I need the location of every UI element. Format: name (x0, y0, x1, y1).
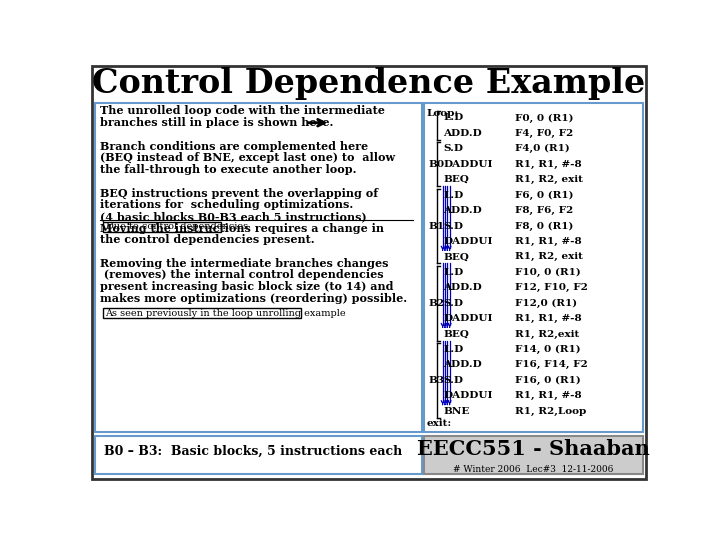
Bar (96, 436, 422, 475)
Text: ADD.D: ADD.D (444, 206, 482, 215)
Text: R1, R2, exit: R1, R2, exit (515, 252, 582, 261)
Text: Branch conditions are complemented here: Branch conditions are complemented here (100, 140, 368, 152)
Bar (103, 222, 221, 232)
Text: F16, F14, F2: F16, F14, F2 (515, 360, 588, 369)
Text: F4, F0, F2: F4, F0, F2 (515, 129, 573, 138)
Text: BNE: BNE (444, 407, 469, 416)
Text: ADD.D: ADD.D (444, 284, 482, 292)
Text: R1, R1, #-8: R1, R1, #-8 (515, 237, 581, 246)
Text: F14, 0 (R1): F14, 0 (R1) (515, 345, 580, 354)
Text: BEQ: BEQ (444, 329, 469, 339)
Text: branches still in place is shown here.: branches still in place is shown here. (100, 117, 333, 128)
Text: ADD.D: ADD.D (444, 360, 482, 369)
Text: B2: B2 (428, 299, 445, 308)
Text: Loop:: Loop: (426, 109, 459, 118)
Text: Moving the instructions requires a change in: Moving the instructions requires a chang… (100, 222, 384, 233)
Text: BEQ instructions prevent the overlapping of: BEQ instructions prevent the overlapping… (100, 187, 378, 199)
Text: F4,0 (R1): F4,0 (R1) (515, 144, 570, 153)
Text: exit:: exit: (426, 419, 451, 428)
Text: S.D: S.D (444, 376, 464, 385)
Bar (103, 308, 301, 319)
Text: B3: B3 (428, 376, 445, 385)
Text: F8, F6, F2: F8, F6, F2 (515, 206, 573, 215)
Text: As seen previously in the loop unrolling example: As seen previously in the loop unrolling… (106, 309, 346, 318)
Text: F8, 0 (R1): F8, 0 (R1) (515, 221, 573, 231)
Text: R1, R1, #-8: R1, R1, #-8 (515, 392, 581, 400)
Text: Control Dependence Example: Control Dependence Example (92, 67, 646, 100)
Bar (424, 436, 642, 475)
Text: the control dependencies present.: the control dependencies present. (100, 234, 315, 245)
Text: B1: B1 (428, 221, 445, 231)
Text: Removing the intermediate branches changes: Removing the intermediate branches chang… (100, 258, 389, 269)
Text: (removes) the internal control dependencies: (removes) the internal control dependenc… (100, 269, 384, 280)
Text: L.D: L.D (444, 268, 464, 277)
Text: F10, 0 (R1): F10, 0 (R1) (515, 268, 580, 277)
Text: (BEQ instead of BNE, except last one) to  allow: (BEQ instead of BNE, except last one) to… (100, 152, 395, 164)
Text: S.D: S.D (444, 299, 464, 308)
Text: the fall-through to execute another loop.: the fall-through to execute another loop… (100, 164, 356, 175)
Text: S.D: S.D (444, 144, 464, 153)
Text: B0 – B3:  Basic blocks, 5 instructions each: B0 – B3: Basic blocks, 5 instructions ea… (104, 445, 402, 458)
Text: BEQ: BEQ (444, 175, 469, 184)
Text: F16, 0 (R1): F16, 0 (R1) (515, 376, 580, 385)
Text: DADDUI: DADDUI (444, 237, 493, 246)
Bar (96, 103, 422, 432)
Text: # Winter 2006  Lec#3  12-11-2006: # Winter 2006 Lec#3 12-11-2006 (453, 464, 613, 474)
Text: EECC551 - Shaaban: EECC551 - Shaaban (417, 439, 649, 459)
Bar (424, 103, 642, 432)
Text: R1, R1, #-8: R1, R1, #-8 (515, 160, 581, 169)
Text: DADDUI: DADDUI (444, 392, 493, 400)
Text: S.D: S.D (444, 221, 464, 231)
Text: R1, R2,exit: R1, R2,exit (515, 329, 579, 339)
Text: iterations for  scheduling optimizations.: iterations for scheduling optimizations. (100, 199, 354, 210)
Text: R1, R1, #-8: R1, R1, #-8 (515, 314, 581, 323)
Text: present increasing basic block size (to 14) and: present increasing basic block size (to … (100, 281, 394, 292)
Text: F12,0 (R1): F12,0 (R1) (515, 299, 577, 308)
Text: B0: B0 (428, 160, 445, 169)
Text: makes more optimizations (reordering) possible.: makes more optimizations (reordering) po… (100, 293, 408, 304)
Text: DADDUI: DADDUI (444, 160, 493, 169)
Text: ADD.D: ADD.D (444, 129, 482, 138)
Text: F6, 0 (R1): F6, 0 (R1) (515, 191, 573, 200)
Text: L.D: L.D (444, 113, 464, 123)
Text: R1, R2,Loop: R1, R2,Loop (515, 407, 586, 416)
Text: BEQ: BEQ (444, 252, 469, 261)
Text: F12, F10, F2: F12, F10, F2 (515, 284, 588, 292)
Text: F0, 0 (R1): F0, 0 (R1) (515, 113, 573, 123)
Text: (4 basic blocks B0-B3 each 5 instructions): (4 basic blocks B0-B3 each 5 instruction… (100, 211, 366, 222)
Text: R1, R2, exit: R1, R2, exit (515, 175, 582, 184)
Text: L.D: L.D (444, 345, 464, 354)
Text: The unrolled loop code with the intermediate: The unrolled loop code with the intermed… (100, 105, 385, 117)
Text: L.D: L.D (444, 191, 464, 200)
Text: Due to control dependencies: Due to control dependencies (106, 222, 248, 231)
Text: DADDUI: DADDUI (444, 314, 493, 323)
